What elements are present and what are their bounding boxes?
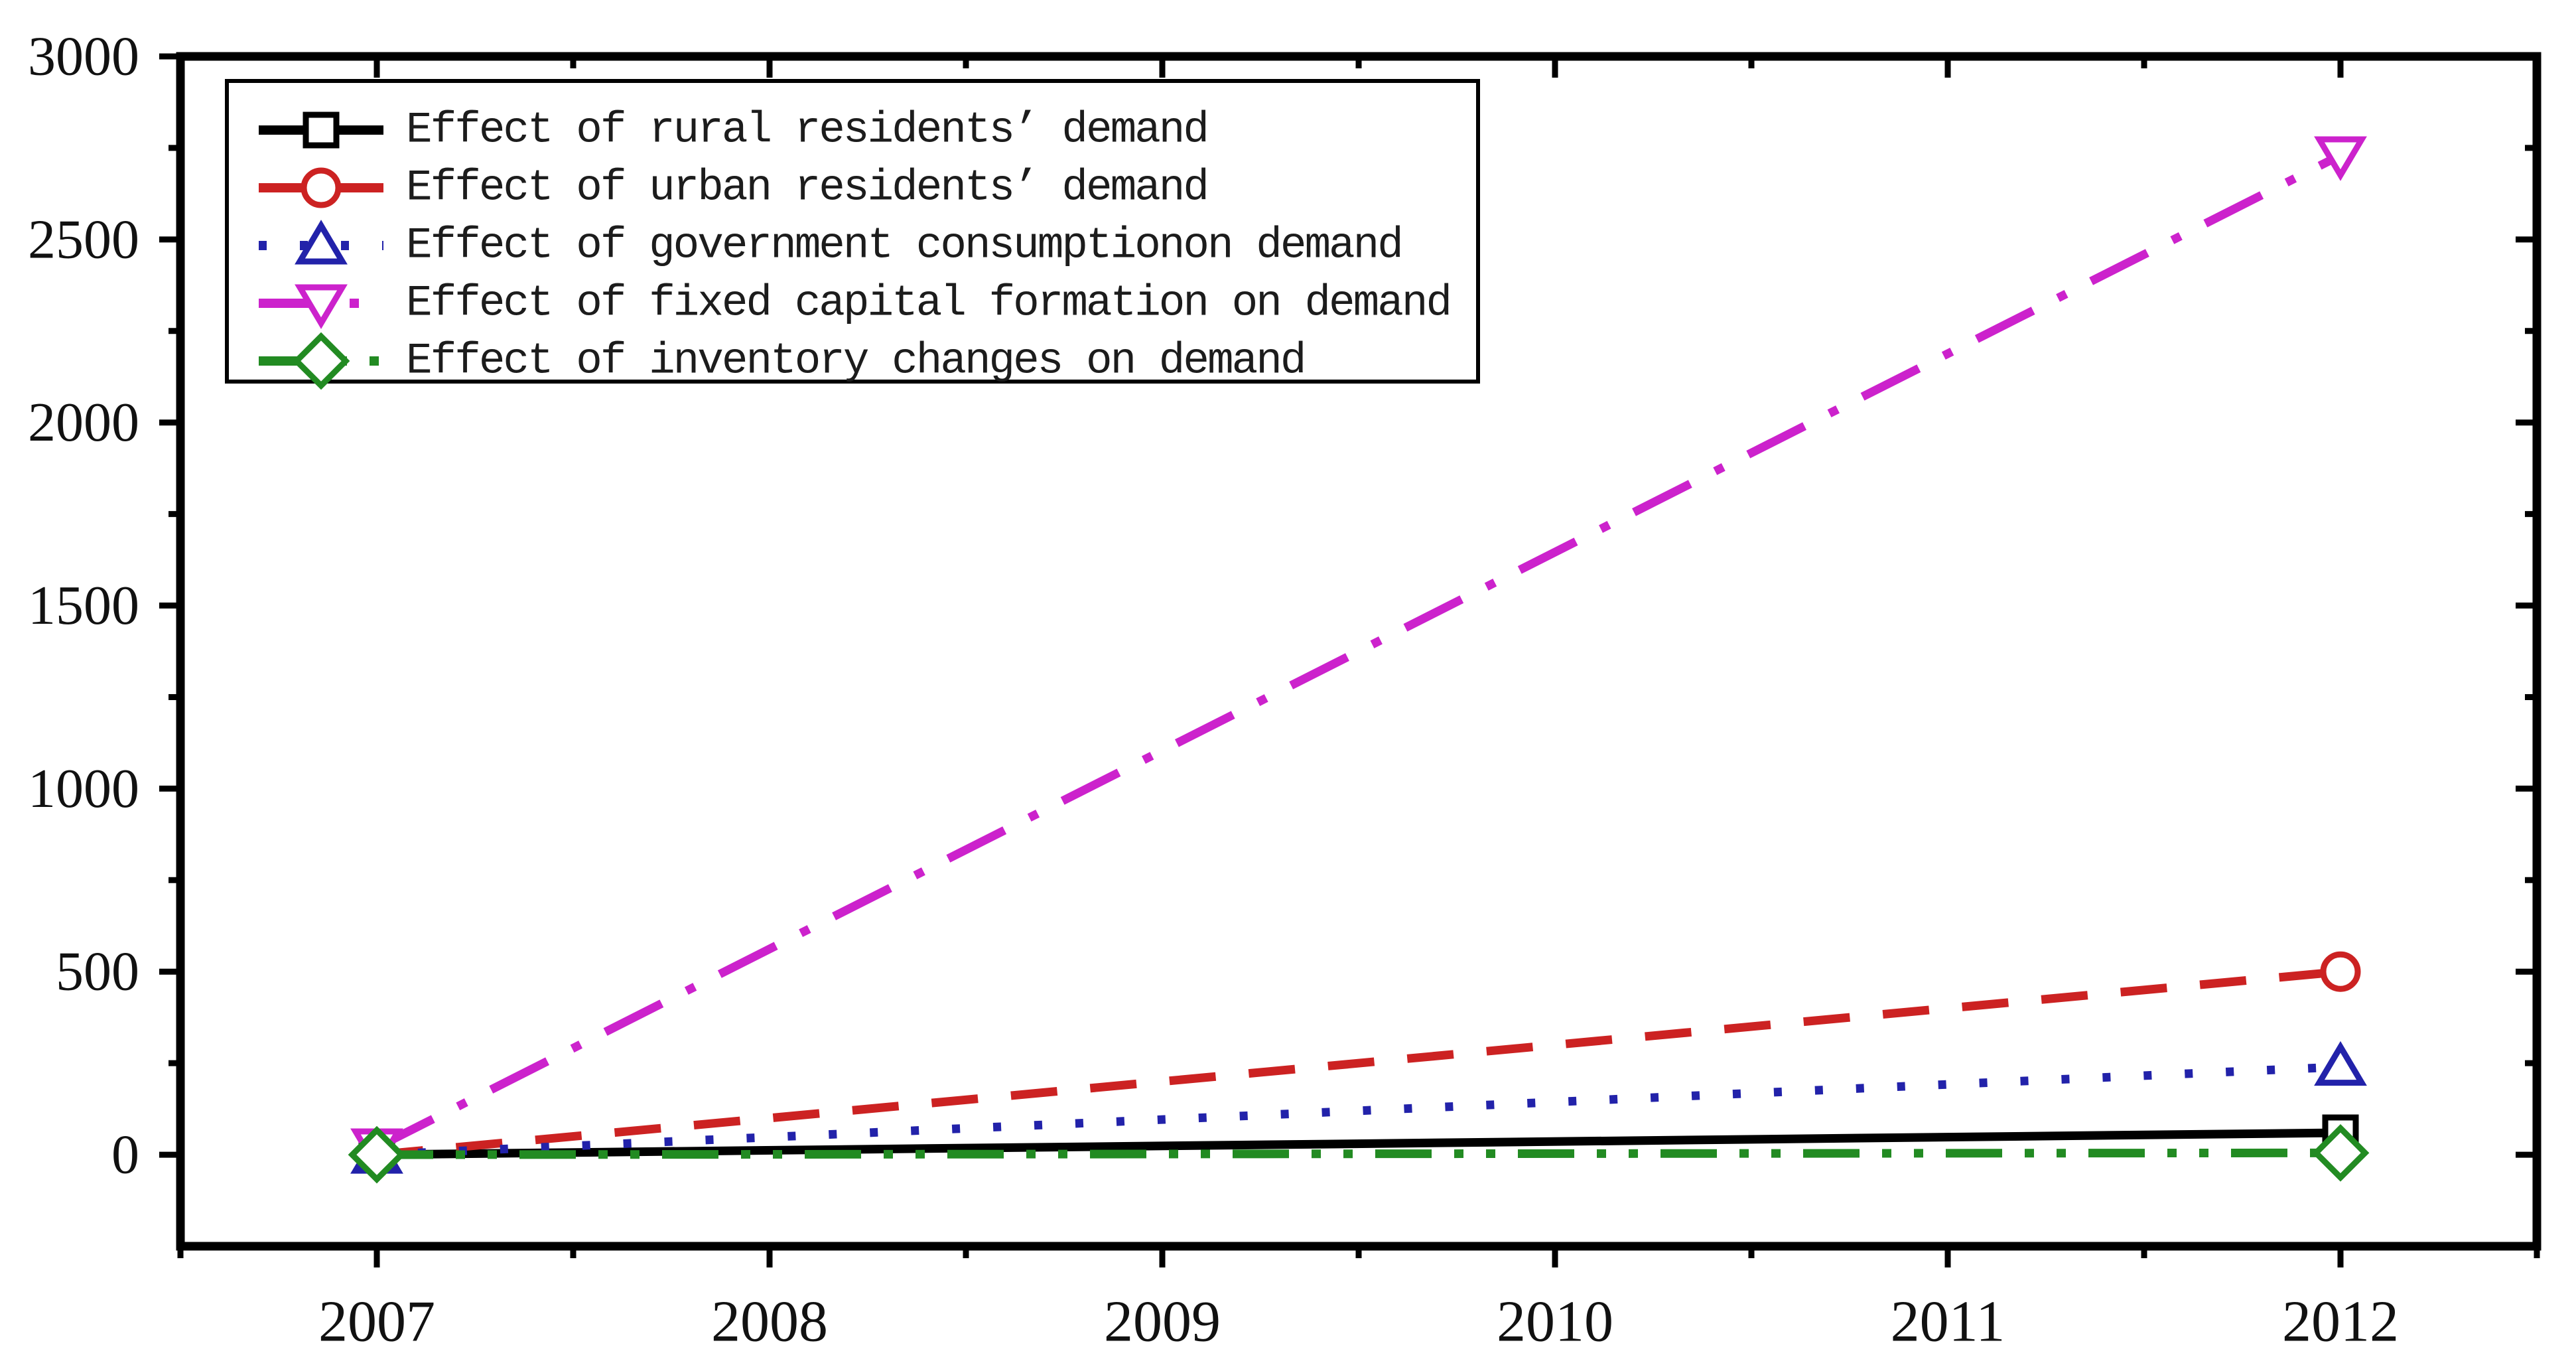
- series-line-fixed-capital-formation: [375, 151, 2342, 1151]
- series-lines: [375, 151, 2342, 1159]
- x-tick-label: 2009: [1104, 1290, 1221, 1354]
- legend-label-urban-residents: Effect of urban residents’ demand: [406, 163, 1207, 213]
- marker-urban-residents: [2320, 951, 2361, 992]
- legend-label-fixed-capital-formation: Effect of fixed capital formation on dem…: [406, 279, 1450, 328]
- legend-item-government-consumption: Effect of government consumptionon deman…: [259, 220, 1404, 271]
- series-line-urban-residents: [376, 967, 2341, 1159]
- marker-fixed-capital-formation: [2314, 136, 2367, 181]
- y-tick-label: 0: [111, 1124, 139, 1186]
- legend-label-inventory-changes: Effect of inventory changes on demand: [406, 336, 1304, 386]
- legend-item-rural-residents: Effect of rural residents’ demand: [259, 106, 1209, 155]
- y-tick-label: 3000: [28, 26, 139, 88]
- legend-marker-rural-residents: [303, 111, 340, 149]
- legend: Effect of rural residents’ demand Effect …: [225, 79, 1480, 390]
- y-tick-label: 500: [56, 941, 139, 1003]
- legend-item-inventory-changes: Effect of inventory changes on demand: [259, 332, 1306, 390]
- y-tick-label: 2000: [28, 392, 139, 453]
- x-tick-label: 2010: [1497, 1290, 1613, 1354]
- y-tick-label: 1500: [28, 575, 139, 636]
- x-tick-label: 2008: [711, 1290, 828, 1354]
- y-tick-label: 1000: [28, 758, 139, 820]
- marker-inventory-changes: [2311, 1123, 2370, 1182]
- marker-inventory-changes: [348, 1125, 406, 1184]
- legend-item-urban-residents: Effect of urban residents’ demand: [259, 163, 1209, 213]
- series-line-inventory-changes: [376, 1148, 2341, 1159]
- legend-marker-fixed-capital-formation: [295, 284, 348, 329]
- legend-marker-urban-residents: [301, 167, 342, 208]
- legend-label-rural-residents: Effect of rural residents’ demand: [406, 106, 1207, 155]
- legend-label-government-consumption: Effect of government consumptionon deman…: [406, 221, 1402, 271]
- x-tick-label: 2012: [2282, 1290, 2399, 1354]
- marker-government-consumption: [2314, 1041, 2367, 1086]
- legend-marker-inventory-changes: [292, 332, 350, 390]
- x-tick-label: 2011: [1891, 1290, 2005, 1354]
- legend-box: [225, 79, 1480, 384]
- x-tick-label: 2007: [318, 1290, 435, 1354]
- series-markers: [348, 136, 2370, 1184]
- y-tick-label: 2500: [28, 208, 139, 270]
- legend-item-fixed-capital-formation: Effect of fixed capital formation on dem…: [259, 279, 1452, 329]
- plot-frame: [176, 52, 2542, 1251]
- legend-marker-government-consumption: [295, 220, 348, 265]
